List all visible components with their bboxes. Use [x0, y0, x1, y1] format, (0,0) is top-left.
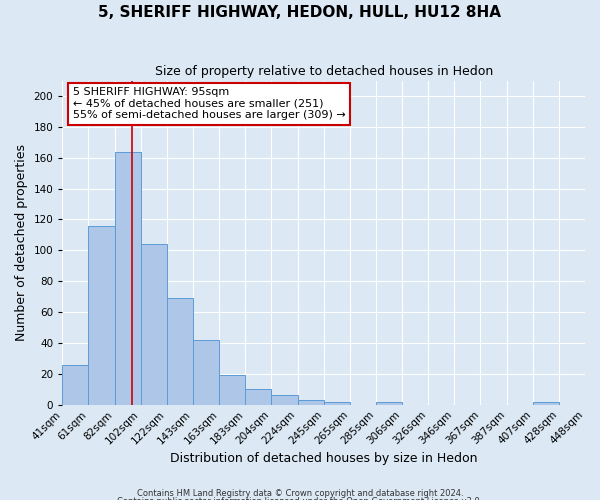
- Text: 5, SHERIFF HIGHWAY, HEDON, HULL, HU12 8HA: 5, SHERIFF HIGHWAY, HEDON, HULL, HU12 8H…: [98, 5, 502, 20]
- Bar: [219, 376, 245, 404]
- X-axis label: Distribution of detached houses by size in Hedon: Distribution of detached houses by size …: [170, 452, 478, 465]
- Bar: [376, 402, 402, 404]
- Bar: [245, 390, 271, 404]
- Bar: [88, 226, 115, 404]
- Text: Contains HM Land Registry data © Crown copyright and database right 2024.: Contains HM Land Registry data © Crown c…: [137, 488, 463, 498]
- Bar: [323, 402, 350, 404]
- Bar: [193, 340, 219, 404]
- Bar: [141, 244, 167, 404]
- Text: Contains public sector information licensed under the Open Government Licence v3: Contains public sector information licen…: [118, 497, 482, 500]
- Bar: [533, 402, 559, 404]
- Y-axis label: Number of detached properties: Number of detached properties: [15, 144, 28, 341]
- Text: 5 SHERIFF HIGHWAY: 95sqm
← 45% of detached houses are smaller (251)
55% of semi-: 5 SHERIFF HIGHWAY: 95sqm ← 45% of detach…: [73, 87, 346, 120]
- Bar: [271, 396, 298, 404]
- Bar: [62, 364, 88, 405]
- Bar: [115, 152, 141, 404]
- Bar: [167, 298, 193, 405]
- Title: Size of property relative to detached houses in Hedon: Size of property relative to detached ho…: [155, 65, 493, 78]
- Bar: [298, 400, 323, 404]
